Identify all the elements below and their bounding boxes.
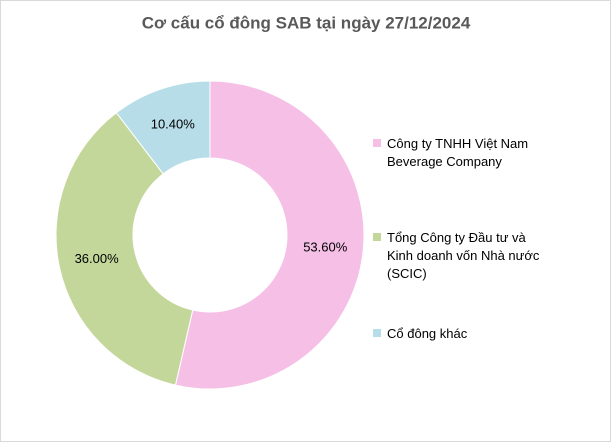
donut-slice — [115, 80, 211, 175]
chart-title: Cơ cấu cổ đông SAB tại ngày 27/12/2024 — [142, 13, 471, 32]
donut-slice — [174, 80, 365, 390]
legend-label: Cổ đông khác — [387, 326, 468, 341]
legend-label: Công ty TNHH Việt Nam Beverage Company — [387, 136, 529, 169]
data-label: 10.40% — [151, 117, 196, 132]
legend-swatch — [373, 139, 381, 147]
donut-slice — [55, 112, 194, 386]
legend-entry: Tổng Công ty Đầu tư và Kinh doanh vốn Nh… — [373, 229, 552, 283]
legend-entry: Cổ đông khác — [373, 325, 552, 343]
legend-entry: Công ty TNHH Việt Nam Beverage Company — [373, 135, 552, 171]
legend-swatch — [373, 329, 381, 337]
data-label: 53.60% — [303, 240, 348, 255]
data-label: 36.00% — [75, 251, 120, 266]
legend-swatch — [373, 233, 381, 241]
legend-label: Tổng Công ty Đầu tư và Kinh doanh vốn Nh… — [387, 230, 540, 281]
